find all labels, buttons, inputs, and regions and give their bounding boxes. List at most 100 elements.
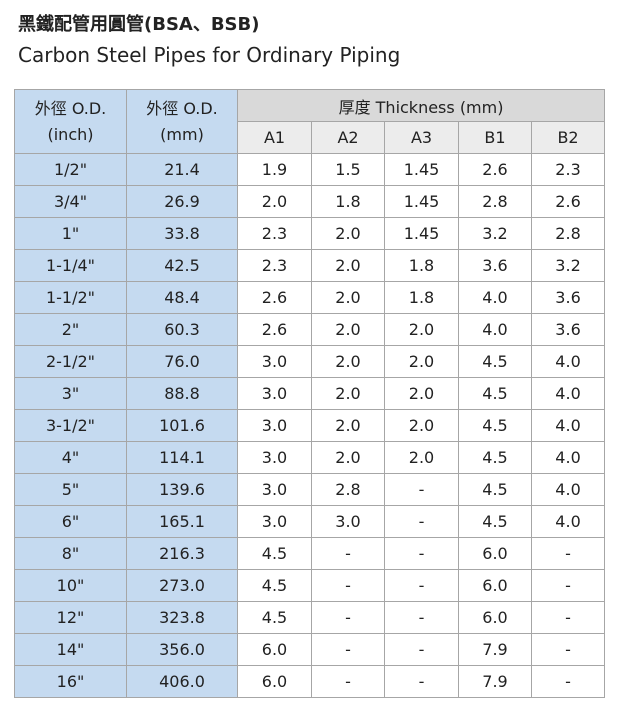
cell: 4.5	[458, 505, 532, 538]
cell: 1-1/4"	[14, 249, 127, 282]
cell: 3"	[14, 377, 127, 410]
cell: 6.0	[458, 537, 532, 570]
grade-header: B1	[458, 121, 532, 154]
row: 4" 114.1 3.0 2.0 2.0 4.5 4.0	[14, 441, 606, 474]
cell: 4"	[14, 441, 127, 474]
cell: 2.0	[384, 377, 459, 410]
cell: 114.1	[126, 441, 238, 474]
cell: -	[311, 569, 385, 602]
cell: -	[384, 537, 459, 570]
row: 8" 216.3 4.5- -6.0-	[14, 537, 606, 570]
cell: 2.0	[384, 441, 459, 474]
cell: 1.8	[311, 185, 385, 218]
cell: 6"	[14, 505, 127, 538]
cell: 216.3	[126, 537, 238, 570]
cell: 4.5	[458, 377, 532, 410]
cell: -	[384, 473, 459, 506]
cell: -	[311, 601, 385, 634]
row: 12" 323.8 4.5- -6.0-	[14, 601, 606, 634]
title: 黑鐵配管用圓管(BSA、BSB)	[18, 14, 260, 35]
cell: 4.0	[530, 345, 606, 378]
header-text: (mm)	[160, 124, 204, 144]
cell: 12"	[14, 601, 127, 634]
cell: -	[311, 633, 385, 666]
cell: 3.2	[458, 217, 532, 250]
cell: 7.9	[458, 665, 532, 698]
cell: 42.5	[126, 249, 238, 282]
cell: 6.0	[237, 633, 312, 666]
cell: 2.8	[458, 185, 532, 218]
cell: 1.45	[384, 185, 459, 218]
cell: 14"	[14, 633, 127, 666]
cell: 33.8	[126, 217, 238, 250]
cell: 2.0	[311, 409, 385, 442]
header-text: 外徑 O.D.	[146, 98, 218, 118]
row: 6" 165.1 3.0 3.0-4.5 4.0	[14, 505, 606, 538]
header-cell: 厚度 Thickness (mm)	[236, 89, 606, 122]
header-cell: 外徑 O.D. (mm)	[126, 89, 238, 154]
row: 2" 60.3 2.6 2.0 2.0 4.0 3.6	[14, 313, 606, 346]
cell: 406.0	[126, 665, 238, 698]
row: 2-1/2" 76.0 3.0 2.0 2.0 4.5 4.0	[14, 345, 606, 378]
cell: 16"	[14, 665, 127, 698]
cell: 4.0	[530, 409, 606, 442]
grade-header: A3	[384, 121, 459, 154]
cell: 3.2	[530, 249, 606, 282]
cell: -	[384, 505, 459, 538]
cell: 3.0	[237, 505, 312, 538]
cell: -	[311, 537, 385, 570]
cell: 101.6	[126, 409, 238, 442]
grade-header: B2	[530, 121, 606, 154]
cell: 2.8	[530, 217, 606, 250]
cell: 2.3	[237, 249, 312, 282]
cell: 2.0	[311, 377, 385, 410]
cell: 356.0	[126, 633, 238, 666]
row: 14" 356.0 6.0- -7.9-	[14, 633, 606, 666]
cell: 2.0	[311, 217, 385, 250]
cell: -	[530, 569, 606, 602]
cell: 1.45	[384, 153, 459, 186]
cell: 2.0	[237, 185, 312, 218]
cell: 88.8	[126, 377, 238, 410]
cell: 4.5	[237, 569, 312, 602]
cell: 273.0	[126, 569, 238, 602]
cell: 6.0	[458, 569, 532, 602]
cell: 76.0	[126, 345, 238, 378]
cell: -	[384, 665, 459, 698]
cell: 3.6	[530, 281, 606, 314]
row: 1" 33.8 2.3 2.0 1.45 3.2 2.8	[14, 217, 606, 250]
cell: 4.0	[458, 313, 532, 346]
cell: 3.6	[530, 313, 606, 346]
cell: 7.9	[458, 633, 532, 666]
row: 1/2" 21.4 1.9 1.5 1.45 2.6 2.3	[14, 153, 606, 186]
cell: -	[530, 665, 606, 698]
cell: 2.0	[384, 345, 459, 378]
cell: 3.0	[237, 473, 312, 506]
cell: 3.0	[237, 441, 312, 474]
cell: 5"	[14, 473, 127, 506]
cell: 1"	[14, 217, 127, 250]
cell: -	[530, 633, 606, 666]
cell: 3.0	[237, 345, 312, 378]
cell: 3.0	[311, 505, 385, 538]
cell: 4.5	[237, 601, 312, 634]
cell: 2"	[14, 313, 127, 346]
cell: -	[311, 665, 385, 698]
cell: 2.0	[384, 313, 459, 346]
cell: -	[530, 537, 606, 570]
cell: -	[384, 569, 459, 602]
cell: -	[530, 601, 606, 634]
cell: 60.3	[126, 313, 238, 346]
cell: 3-1/2"	[14, 409, 127, 442]
cell: 4.0	[458, 281, 532, 314]
row: 10" 273.0 4.5- -6.0-	[14, 569, 606, 602]
cell: 2.0	[311, 313, 385, 346]
cell: 6.0	[237, 665, 312, 698]
header-cell: 外徑 O.D. (inch)	[14, 89, 127, 154]
row: 3/4" 26.9 2.0 1.8 1.45 2.8 2.6	[14, 185, 606, 218]
header-text: (inch)	[47, 124, 94, 144]
pipe-table: 外徑 O.D. (inch) 外徑 O.D. (mm) 厚度 Thickness (…	[14, 89, 606, 698]
cell: 2.0	[311, 281, 385, 314]
cell: 2.6	[530, 185, 606, 218]
